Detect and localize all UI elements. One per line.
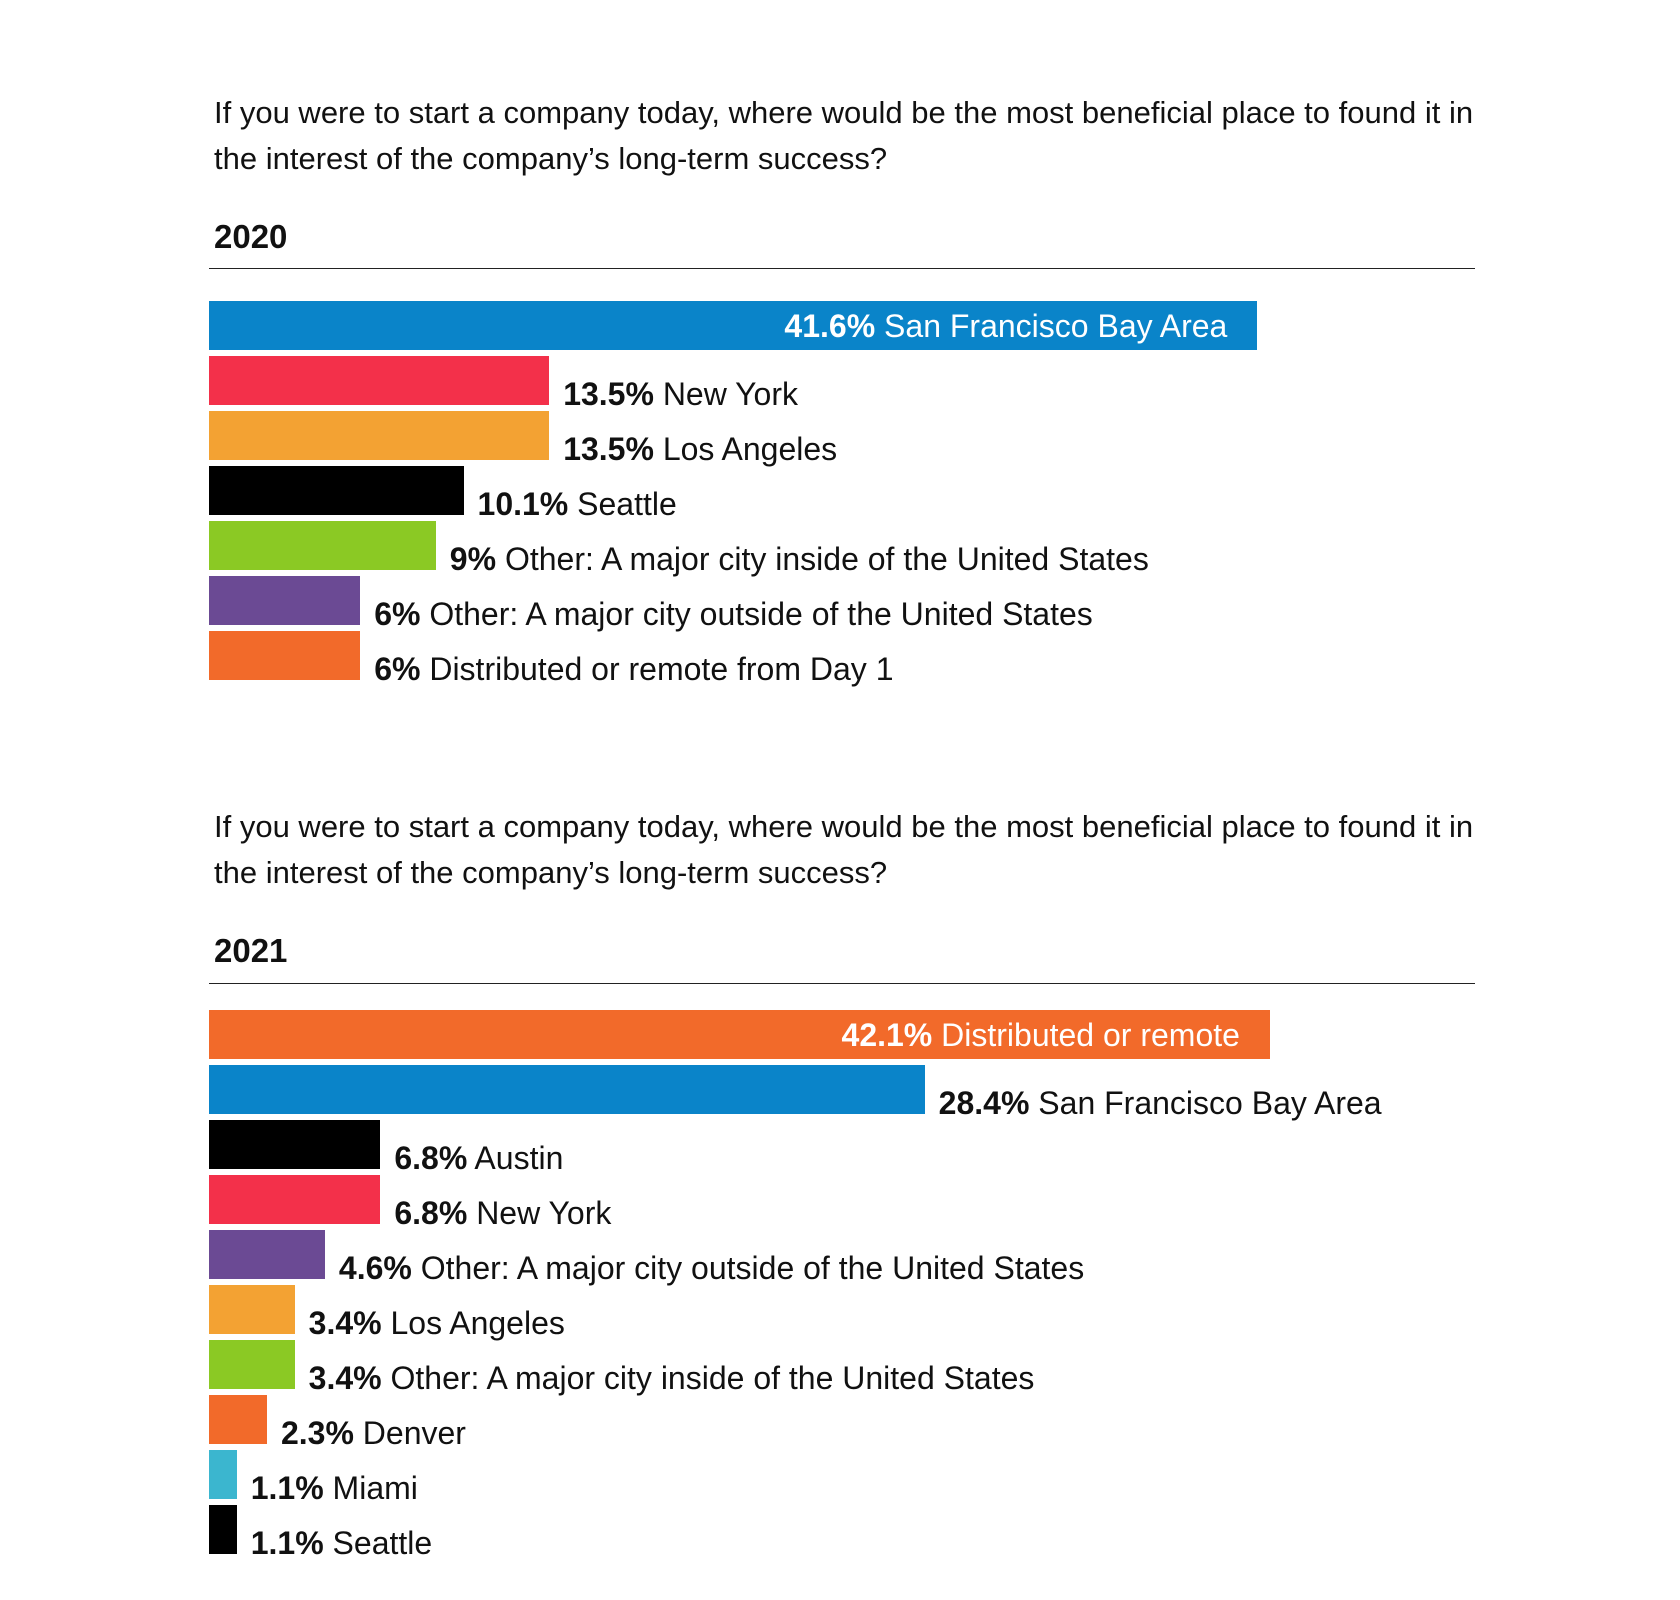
bar-label-1-0: 42.1% Distributed or remote <box>842 1019 1240 1051</box>
bar-label-0-3: 10.1% Seattle <box>478 488 677 520</box>
bar-0-6 <box>209 631 361 680</box>
bar-0-1 <box>209 356 550 405</box>
value-label: 42.1% <box>841 1017 933 1053</box>
bar-1-1 <box>209 1065 925 1114</box>
value-label: 28.4% <box>938 1085 1030 1121</box>
bar-0-4 <box>209 521 436 570</box>
bar-1-3 <box>209 1175 381 1224</box>
value-label: 6% <box>374 596 421 632</box>
bar-0-3 <box>209 466 464 515</box>
value-label: 1.1% <box>250 1470 324 1506</box>
category-label: Seattle <box>323 1525 433 1561</box>
bar-label-0-0: 41.6% San Francisco Bay Area <box>784 310 1227 342</box>
category-label: Austin <box>467 1140 564 1176</box>
bar-1-7 <box>209 1395 267 1444</box>
bar-1-0 <box>209 1010 1270 1059</box>
value-label: 3.4% <box>308 1305 382 1341</box>
value-label: 2.3% <box>280 1415 354 1451</box>
category-label: Distributed or remote from Day 1 <box>420 651 894 687</box>
value-label: 6.8% <box>394 1140 468 1176</box>
category-label: Seattle <box>568 486 677 522</box>
bar-1-2 <box>209 1120 381 1169</box>
category-label: Los Angeles <box>653 431 838 467</box>
bar-1-4 <box>209 1230 325 1279</box>
value-label: 4.6% <box>338 1250 412 1286</box>
divider <box>209 268 1475 269</box>
value-label: 1.1% <box>250 1525 324 1561</box>
category-label: Other: A major city inside of the United… <box>381 1360 1035 1396</box>
value-label: 13.5% <box>563 376 654 412</box>
category-label: New York <box>653 376 798 412</box>
category-label: Distributed or remote <box>932 1017 1240 1053</box>
chart-question: If you were to start a company today, wh… <box>214 809 1474 890</box>
bar-0-2 <box>209 411 550 460</box>
bar-label-0-6: 6% Distributed or remote from Day 1 <box>374 653 893 685</box>
value-label: 6.8% <box>394 1195 468 1231</box>
chart-year: 2020 <box>214 218 288 255</box>
category-label: Other: A major city outside of the Unite… <box>420 596 1093 632</box>
bar-label-1-3: 6.8% New York <box>394 1197 611 1229</box>
category-label: Los Angeles <box>381 1305 565 1341</box>
value-label: 41.6% <box>784 308 876 344</box>
divider <box>209 983 1475 984</box>
bar-label-0-5: 6% Other: A major city outside of the Un… <box>374 598 1093 630</box>
bar-label-1-4: 4.6% Other: A major city outside of the … <box>339 1252 1084 1284</box>
bar-label-1-6: 3.4% Other: A major city inside of the U… <box>309 1362 1035 1394</box>
bar-1-5 <box>209 1285 295 1334</box>
value-label: 6% <box>374 651 421 687</box>
value-label: 3.4% <box>308 1360 382 1396</box>
value-label: 10.1% <box>477 486 569 522</box>
value-label: 13.5% <box>563 431 654 467</box>
bar-0-0 <box>209 301 1258 350</box>
category-label: Denver <box>353 1415 466 1451</box>
bar-label-1-8: 1.1% Miami <box>251 1472 418 1504</box>
chart-year: 2021 <box>214 932 288 969</box>
bar-label-0-2: 13.5% Los Angeles <box>563 433 837 465</box>
bar-label-1-1: 28.4% San Francisco Bay Area <box>939 1087 1382 1119</box>
category-label: Other: A major city inside of the United… <box>496 541 1149 577</box>
bar-1-6 <box>209 1340 295 1389</box>
chart-2020: If you were to start a company today, wh… <box>0 0 1680 700</box>
bar-label-1-5: 3.4% Los Angeles <box>309 1307 565 1339</box>
category-label: San Francisco Bay Area <box>1029 1085 1382 1121</box>
category-label: New York <box>467 1195 612 1231</box>
bar-label-1-7: 2.3% Denver <box>281 1417 466 1449</box>
bar-label-1-2: 6.8% Austin <box>394 1142 563 1174</box>
bar-0-5 <box>209 576 361 625</box>
bar-1-9 <box>209 1505 237 1554</box>
bar-label-1-9: 1.1% Seattle <box>251 1527 432 1559</box>
category-label: Miami <box>323 1470 418 1506</box>
bar-1-8 <box>209 1450 237 1499</box>
chart-question: If you were to start a company today, wh… <box>214 95 1474 176</box>
bar-label-0-1: 13.5% New York <box>563 378 798 410</box>
category-label: San Francisco Bay Area <box>875 308 1228 344</box>
bar-label-0-4: 9% Other: A major city inside of the Uni… <box>450 543 1149 575</box>
value-label: 9% <box>449 541 497 577</box>
category-label: Other: A major city outside of the Unite… <box>411 1250 1085 1286</box>
